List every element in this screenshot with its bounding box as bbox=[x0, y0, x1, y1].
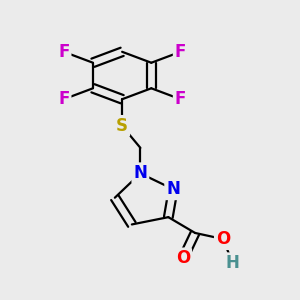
Text: O: O bbox=[176, 250, 190, 268]
Text: F: F bbox=[175, 90, 186, 108]
Text: N: N bbox=[134, 164, 147, 182]
Text: N: N bbox=[166, 180, 180, 198]
Text: F: F bbox=[58, 43, 70, 61]
Text: F: F bbox=[175, 43, 186, 61]
Text: F: F bbox=[58, 90, 70, 108]
Text: O: O bbox=[216, 230, 230, 248]
Text: S: S bbox=[116, 117, 128, 135]
Text: H: H bbox=[226, 254, 240, 272]
